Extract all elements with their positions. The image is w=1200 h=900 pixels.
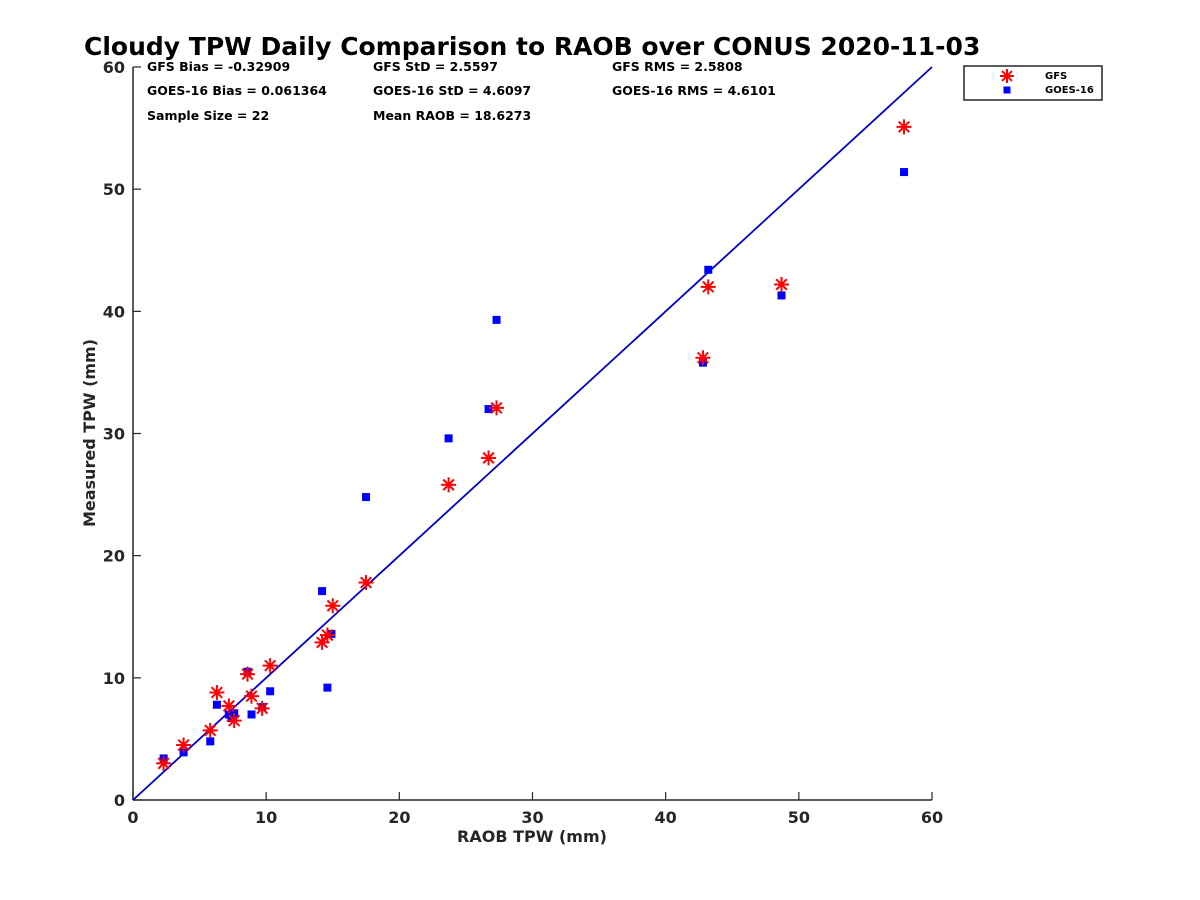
gfs-point xyxy=(489,400,505,416)
gfs-point xyxy=(202,722,218,738)
one-to-one-line xyxy=(132,66,933,801)
chart-title: Cloudy TPW Daily Comparison to RAOB over… xyxy=(84,32,980,61)
gfs-point xyxy=(896,119,912,135)
y-tick-label: 10 xyxy=(103,669,125,688)
gfs-point xyxy=(244,688,260,704)
stat-sample-size: Sample Size = 22 xyxy=(147,108,269,123)
legend-goes16-label: GOES-16 xyxy=(1045,85,1094,96)
x-axis-label: RAOB TPW (mm) xyxy=(457,827,607,846)
legend: GFS GOES-16 xyxy=(963,65,1103,101)
stat-gfs-bias: GFS Bias = -0.32909 xyxy=(147,59,290,74)
goes16-point xyxy=(492,315,501,324)
x-tick-label: 60 xyxy=(921,808,943,827)
y-tick-label: 0 xyxy=(114,791,125,810)
x-tick-label: 20 xyxy=(388,808,410,827)
y-tick-label: 30 xyxy=(103,425,125,444)
goes16-point xyxy=(327,629,336,638)
legend-box xyxy=(963,65,1103,101)
stat-goes-std: GOES-16 StD = 4.6097 xyxy=(373,83,531,98)
gfs-point xyxy=(358,575,374,591)
y-axis-label: Measured TPW (mm) xyxy=(80,339,99,527)
goes16-point xyxy=(484,405,493,414)
y-tick-label: 40 xyxy=(103,302,125,321)
goes16-point xyxy=(212,700,221,709)
stat-gfs-std: GFS StD = 2.5597 xyxy=(373,59,498,74)
goes16-point xyxy=(444,434,453,443)
goes16-point xyxy=(247,710,256,719)
y-tick-label: 20 xyxy=(103,547,125,566)
gfs-point xyxy=(176,737,192,753)
legend-gfs-label: GFS xyxy=(1045,71,1067,82)
goes16-point xyxy=(206,737,215,746)
x-tick-label: 30 xyxy=(521,808,543,827)
stat-mean-raob: Mean RAOB = 18.6273 xyxy=(373,108,531,123)
x-tick-label: 10 xyxy=(255,808,277,827)
gfs-point xyxy=(240,666,256,682)
goes16-point xyxy=(900,168,909,177)
gfs-point xyxy=(226,713,242,729)
goes16-point xyxy=(266,687,275,696)
legend-gfs-marker xyxy=(1000,69,1014,83)
stat-goes-rms: GOES-16 RMS = 4.6101 xyxy=(612,83,776,98)
x-tick-label: 40 xyxy=(655,808,677,827)
data-points xyxy=(132,66,933,801)
gfs-point xyxy=(319,627,335,643)
y-tick-label: 60 xyxy=(103,58,125,77)
stat-goes-bias: GOES-16 Bias = 0.061364 xyxy=(147,83,327,98)
axes: 0 10 20 30 40 50 60 0 10 20 30 40 50 60 xyxy=(103,58,943,827)
gfs-point xyxy=(700,279,716,295)
goes16-point xyxy=(318,587,327,596)
goes16-point xyxy=(362,493,371,502)
gfs-point xyxy=(254,700,270,716)
goes16-point xyxy=(323,683,332,692)
gfs-point xyxy=(441,477,457,493)
gfs-point xyxy=(695,350,711,366)
x-tick-label: 50 xyxy=(788,808,810,827)
x-tick-label: 0 xyxy=(127,808,138,827)
goes16-point xyxy=(777,291,786,300)
gfs-point xyxy=(325,598,341,614)
gfs-point xyxy=(774,276,790,292)
gfs-point xyxy=(156,755,172,771)
legend-goes16-marker xyxy=(1003,86,1011,94)
gfs-point xyxy=(221,698,237,714)
goes16-point xyxy=(704,265,713,274)
legend-gfs-asterisk xyxy=(1000,69,1014,83)
gfs-point xyxy=(262,658,278,674)
gfs-point xyxy=(209,684,225,700)
gfs-point xyxy=(481,450,497,466)
stats-block: GFS Bias = -0.32909 GFS StD = 2.5597 GFS… xyxy=(147,59,776,123)
y-tick-label: 50 xyxy=(103,180,125,199)
legend-goes16-square xyxy=(1003,86,1011,94)
stat-gfs-rms: GFS RMS = 2.5808 xyxy=(612,59,743,74)
